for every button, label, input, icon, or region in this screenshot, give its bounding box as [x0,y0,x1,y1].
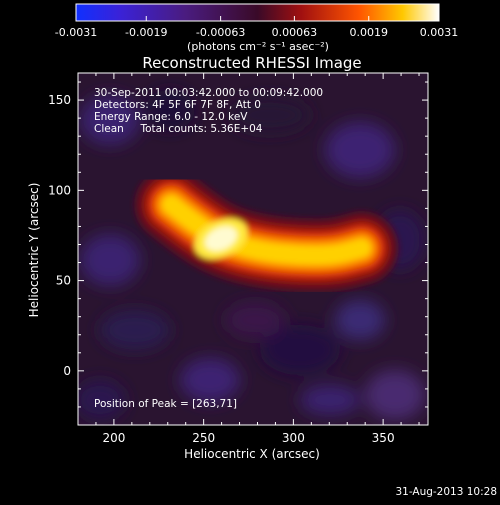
flare-peak [204,226,238,251]
y-axis-label: Heliocentric Y (arcsec) [27,183,41,318]
y-axis-tick-label: 50 [56,274,71,288]
chart-title: Reconstructed RHESSI Image [142,54,361,72]
colorbar-tick-label: 0.00063 [272,26,318,39]
colorbar-tick-label: -0.00063 [196,26,245,39]
colorbar-unit-label: (photons cm⁻² s⁻¹ asec⁻²) [187,40,329,53]
flare-arc [134,167,399,293]
y-axis: 0 50 100 150 [48,81,428,426]
colorbar-tick-label: -0.0019 [125,26,167,39]
colorbar-gradient [75,3,440,22]
colorbar: -0.0031 -0.0019 -0.00063 0.00063 0.0019 0.003… [55,3,458,53]
y-axis-tick-label: 100 [48,183,71,197]
flare-source [134,167,399,293]
annotations: 30-Sep-2011 00:03:42.000 to 00:09:42.000… [94,87,323,410]
x-axis-label: Heliocentric X (arcsec) [184,447,320,461]
colorbar-ticks: -0.0031 -0.0019 -0.00063 0.00063 0.0019 0.003… [55,16,458,39]
plot-frame [77,72,429,426]
plot-area [78,73,428,425]
annotation-algorithm: Clean Total counts: 5.36E+04 [94,123,263,135]
x-axis-tick-label: 250 [192,431,215,445]
colorbar-tick-label: 0.0019 [349,26,388,39]
colorbar-tick-label: -0.0031 [55,26,97,39]
y-axis-tick-label: 150 [48,93,71,107]
x-axis: 200 250 300 350 [77,73,420,445]
annotation-time-range: 30-Sep-2011 00:03:42.000 to 00:09:42.000 [94,87,323,99]
colorbar-tick-label: 0.0031 [420,26,459,39]
y-axis-tick-label: 0 [63,364,71,378]
x-axis-tick-label: 200 [102,431,125,445]
annotation-peak-position: Position of Peak = [263,71] [94,398,237,410]
x-axis-tick-label: 300 [282,431,305,445]
annotation-energy-range: Energy Range: 6.0 - 12.0 keV [94,111,248,123]
annotation-detectors: Detectors: 4F 5F 6F 7F 8F, Att 0 [94,99,261,111]
timestamp: 31-Aug-2013 10:28 [395,486,497,498]
x-axis-tick-label: 350 [372,431,395,445]
